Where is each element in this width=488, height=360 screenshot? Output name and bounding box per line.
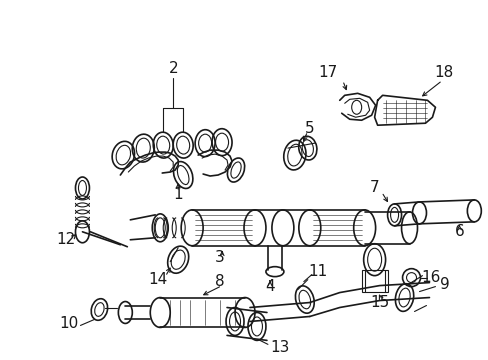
Text: 15: 15 [369,295,388,310]
Text: 12: 12 [56,232,75,247]
Text: 9: 9 [439,277,448,292]
Text: 10: 10 [59,316,78,331]
Text: 6: 6 [453,224,463,239]
Text: 8: 8 [215,274,224,289]
Text: 5: 5 [305,121,314,136]
Text: 18: 18 [434,65,453,80]
Text: 14: 14 [148,272,167,287]
Text: 2: 2 [168,61,178,76]
Text: 1: 1 [173,188,183,202]
Text: 7: 7 [369,180,379,195]
Bar [361,270,387,292]
Text: 13: 13 [270,340,289,355]
Text: 11: 11 [307,264,327,279]
Text: 3: 3 [215,250,224,265]
Text: 4: 4 [264,279,274,294]
Text: 17: 17 [318,65,337,80]
Text: 16: 16 [421,270,440,285]
